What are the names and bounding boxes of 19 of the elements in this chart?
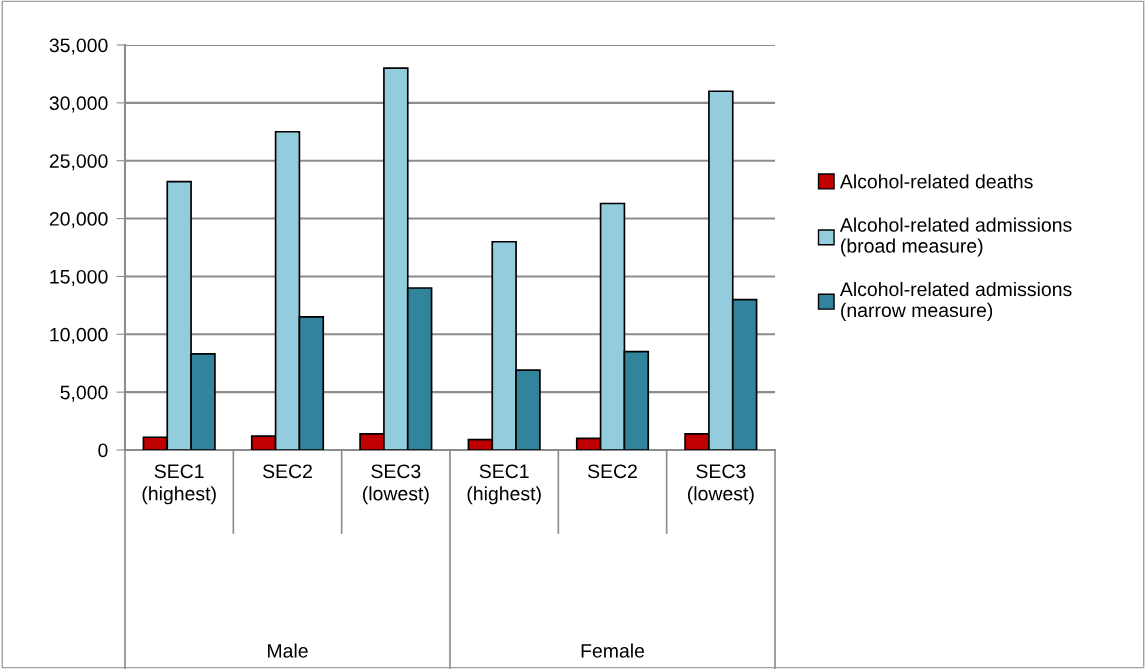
x-tick-label: SEC2 [262,464,312,479]
y-tick-label: 25,000 [49,154,108,171]
y-tick-label: 35,000 [49,38,108,55]
legend-label: Alcohol-related admissions (narrow measure) [839,281,1072,321]
legend-label: Alcohol-related deaths [839,174,1033,189]
x-tick-label: SEC1 (highest) [467,464,541,505]
x-tick-label: SEC3 (lowest) [688,464,754,505]
y-tick-label: 15,000 [50,269,108,286]
text: Female [581,643,645,658]
x-tick-label: SEC3 (lowest) [363,464,429,505]
y-tick-label: 10,000 [50,327,108,344]
y-tick-label: 0 [98,443,108,458]
text: Male [268,643,308,658]
x-tick-label: SEC2 [587,464,637,479]
x-tick-label: SEC1 (highest) [142,464,216,505]
y-tick-label: 30,000 [49,96,108,113]
y-tick-label: 5,000 [60,385,108,402]
y-tick-label: 20,000 [49,212,108,229]
legend-label: Alcohol-related admissions (broad measure) [839,217,1072,257]
